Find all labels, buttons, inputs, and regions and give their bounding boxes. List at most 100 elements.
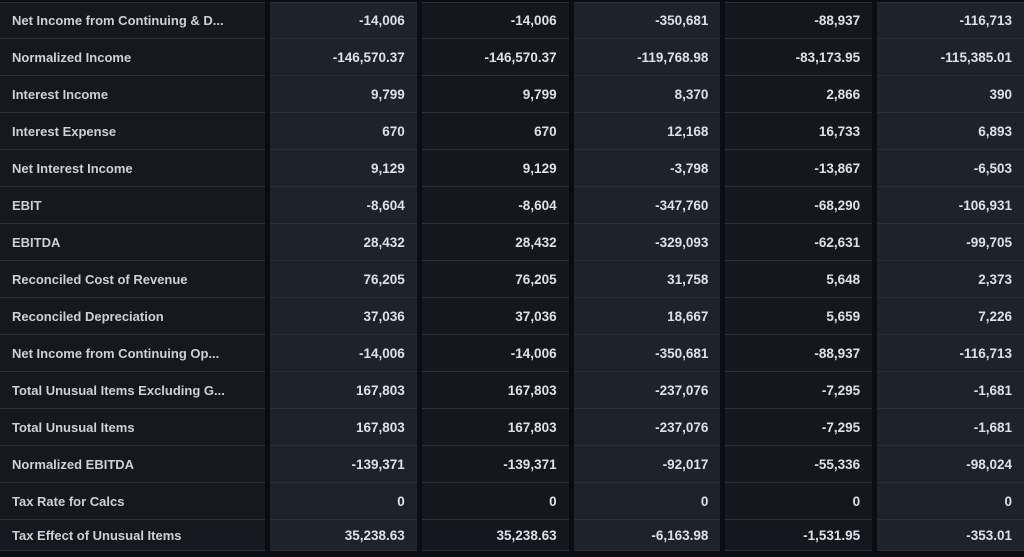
value-cell: -83,173.95 bbox=[725, 39, 873, 76]
value-cell: 0 bbox=[725, 483, 873, 520]
value-cell: -88,937 bbox=[725, 335, 873, 372]
value-cell: 28,432 bbox=[270, 224, 417, 261]
row-label: Normalized Income bbox=[0, 39, 265, 76]
value-cell: -139,371 bbox=[270, 446, 417, 483]
value-cell: 18,667 bbox=[573, 298, 721, 335]
value-cell: -106,931 bbox=[877, 187, 1024, 224]
value-cell: 670 bbox=[421, 113, 569, 150]
value-cell: 16,733 bbox=[725, 113, 873, 150]
value-cell: -8,604 bbox=[270, 187, 417, 224]
value-cell: 5,659 bbox=[725, 298, 873, 335]
row-label: Reconciled Depreciation bbox=[0, 298, 265, 335]
value-cell: -1,681 bbox=[877, 409, 1024, 446]
value-cell: -7,295 bbox=[725, 372, 873, 409]
row-label: Tax Effect of Unusual Items bbox=[0, 520, 265, 551]
value-cell: -146,570.37 bbox=[421, 39, 569, 76]
value-cell: -13,867 bbox=[725, 150, 873, 187]
value-cell: 2,373 bbox=[877, 261, 1024, 298]
value-cell: -14,006 bbox=[270, 335, 417, 372]
value-cell: 9,799 bbox=[421, 76, 569, 113]
row-label: Interest Expense bbox=[0, 113, 265, 150]
value-cell: -1,531.95 bbox=[725, 520, 873, 551]
table-row: Total Unusual Items Excluding G... 167,80… bbox=[0, 372, 1024, 409]
row-label: Net Interest Income bbox=[0, 150, 265, 187]
value-cell: -350,681 bbox=[573, 335, 721, 372]
value-cell: -116,713 bbox=[877, 2, 1024, 39]
value-cell: -146,570.37 bbox=[270, 39, 417, 76]
value-cell: 8,370 bbox=[573, 76, 721, 113]
row-label: Normalized EBITDA bbox=[0, 446, 265, 483]
value-cell: -115,385.01 bbox=[877, 39, 1024, 76]
value-cell: 670 bbox=[270, 113, 417, 150]
value-cell: -99,705 bbox=[877, 224, 1024, 261]
table-row: EBITDA 28,432 28,432 -329,093 -62,631 -99,705 bbox=[0, 224, 1024, 261]
value-cell: 37,036 bbox=[421, 298, 569, 335]
value-cell: -3,798 bbox=[573, 150, 721, 187]
value-cell: 31,758 bbox=[573, 261, 721, 298]
table-row: Reconciled Cost of Revenue 76,205 76,205 31… bbox=[0, 261, 1024, 298]
value-cell: 12,168 bbox=[573, 113, 721, 150]
value-cell: -7,295 bbox=[725, 409, 873, 446]
value-cell: 167,803 bbox=[270, 409, 417, 446]
value-cell: -119,768.98 bbox=[573, 39, 721, 76]
value-cell: 5,648 bbox=[725, 261, 873, 298]
value-cell: 28,432 bbox=[421, 224, 569, 261]
row-label: Total Unusual Items bbox=[0, 409, 265, 446]
value-cell: 37,036 bbox=[270, 298, 417, 335]
value-cell: -6,163.98 bbox=[573, 520, 721, 551]
value-cell: -88,937 bbox=[725, 2, 873, 39]
row-label: Interest Income bbox=[0, 76, 265, 113]
value-cell: 167,803 bbox=[421, 409, 569, 446]
value-cell: -6,503 bbox=[877, 150, 1024, 187]
value-cell: -92,017 bbox=[573, 446, 721, 483]
value-cell: 0 bbox=[573, 483, 721, 520]
value-cell: -14,006 bbox=[421, 335, 569, 372]
table-row: Net Income from Continuing Op... -14,006-… bbox=[0, 335, 1024, 372]
value-cell: 390 bbox=[877, 76, 1024, 113]
row-label: Reconciled Cost of Revenue bbox=[0, 261, 265, 298]
table-row: Normalized EBITDA -139,371 -139,371 -92,017… bbox=[0, 446, 1024, 483]
table-row: Net Interest Income 9,129 9,129 -3,798 -13,8… bbox=[0, 150, 1024, 187]
value-cell: 35,238.63 bbox=[270, 520, 417, 551]
value-cell: -329,093 bbox=[573, 224, 721, 261]
value-cell: -68,290 bbox=[725, 187, 873, 224]
table-row: Total Unusual Items 167,803 167,803 -237,07… bbox=[0, 409, 1024, 446]
table-row: Tax Rate for Calcs 0 0 0 0 0 bbox=[0, 483, 1024, 520]
row-label: Net Income from Continuing Op... bbox=[0, 335, 265, 372]
value-cell: 167,803 bbox=[421, 372, 569, 409]
value-cell: -237,076 bbox=[573, 409, 721, 446]
value-cell: 0 bbox=[877, 483, 1024, 520]
table-row: Tax Effect of Unusual Items 35,238.63 35,2… bbox=[0, 520, 1024, 551]
row-label: EBIT bbox=[0, 187, 265, 224]
value-cell: 6,893 bbox=[877, 113, 1024, 150]
table-row: Normalized Income -146,570.37 -146,570.37-… bbox=[0, 39, 1024, 76]
value-cell: 76,205 bbox=[421, 261, 569, 298]
value-cell: 9,129 bbox=[270, 150, 417, 187]
value-cell: 2,866 bbox=[725, 76, 873, 113]
value-cell: -62,631 bbox=[725, 224, 873, 261]
value-cell: 9,129 bbox=[421, 150, 569, 187]
value-cell: -139,371 bbox=[421, 446, 569, 483]
value-cell: 76,205 bbox=[270, 261, 417, 298]
value-cell: -8,604 bbox=[421, 187, 569, 224]
row-label: Net Income from Continuing & D... bbox=[0, 2, 265, 39]
row-label: Total Unusual Items Excluding G... bbox=[0, 372, 265, 409]
value-cell: -98,024 bbox=[877, 446, 1024, 483]
table-row: Interest Expense 670 670 12,168 16,733 6,893 bbox=[0, 113, 1024, 150]
value-cell: 7,226 bbox=[877, 298, 1024, 335]
value-cell: -116,713 bbox=[877, 335, 1024, 372]
value-cell: 9,799 bbox=[270, 76, 417, 113]
value-cell: 0 bbox=[421, 483, 569, 520]
value-cell: -350,681 bbox=[573, 2, 721, 39]
value-cell: 35,238.63 bbox=[421, 520, 569, 551]
value-cell: -237,076 bbox=[573, 372, 721, 409]
table-row: Net Income from Continuing & D... -14,006… bbox=[0, 2, 1024, 39]
row-label: Tax Rate for Calcs bbox=[0, 483, 265, 520]
value-cell: 0 bbox=[270, 483, 417, 520]
value-cell: -347,760 bbox=[573, 187, 721, 224]
value-cell: -14,006 bbox=[270, 2, 417, 39]
row-label: EBITDA bbox=[0, 224, 265, 261]
value-cell: -1,681 bbox=[877, 372, 1024, 409]
